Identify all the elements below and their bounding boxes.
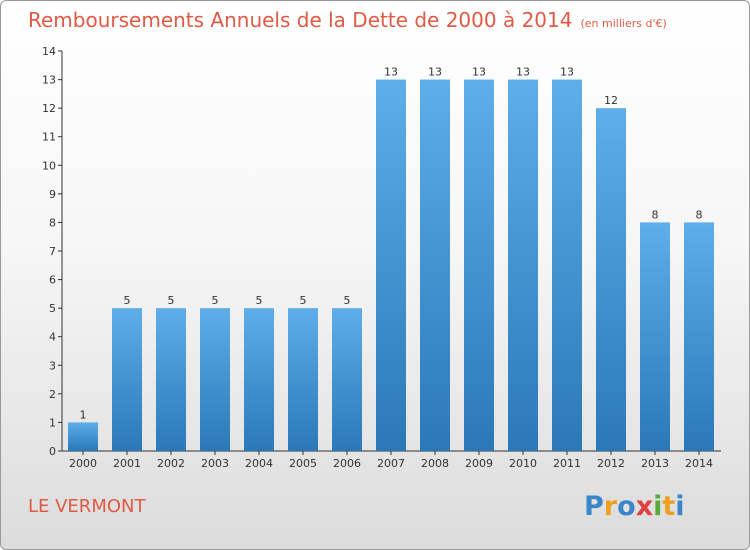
bar-2000 <box>68 422 98 451</box>
x-tick-label: 2006 <box>333 457 361 470</box>
data-label-2010: 13 <box>516 66 530 79</box>
bars <box>68 79 714 452</box>
bar-2009 <box>464 79 494 452</box>
bar-2012 <box>596 108 626 452</box>
bar-2005 <box>288 308 318 451</box>
bar-2014 <box>684 222 714 451</box>
data-label-2005: 5 <box>300 294 307 307</box>
bar-2008 <box>420 79 450 452</box>
x-tick-label: 2004 <box>245 457 273 470</box>
logo-letter: r <box>603 491 618 522</box>
bar-2004 <box>244 308 274 451</box>
data-label-2000: 1 <box>80 408 87 421</box>
data-label-2002: 5 <box>168 294 175 307</box>
data-label-2013: 8 <box>652 208 659 221</box>
data-label-2009: 13 <box>472 66 486 79</box>
x-tick-label: 2000 <box>69 457 97 470</box>
x-tick-label: 2013 <box>641 457 669 470</box>
x-tick-label: 2003 <box>201 457 229 470</box>
x-tick-label: 2001 <box>113 457 141 470</box>
data-label-2006: 5 <box>344 294 351 307</box>
x-tick-label: 2014 <box>685 457 713 470</box>
data-label-2007: 13 <box>384 66 398 79</box>
y-tick-label: 12 <box>42 102 56 115</box>
data-label-2003: 5 <box>212 294 219 307</box>
logo-letter: i <box>675 491 685 522</box>
x-tick-label: 2009 <box>465 457 493 470</box>
x-tick-label: 2011 <box>553 457 581 470</box>
data-labels: 1 5 5 5 5 5 5 13 13 13 13 13 12 8 8 <box>80 66 703 422</box>
logo-letter: i <box>653 491 663 522</box>
bar-2010 <box>508 79 538 452</box>
bar-2013 <box>640 222 670 451</box>
chart-title: Remboursements Annuels de la Dette de 20… <box>28 8 667 32</box>
y-tick-label: 5 <box>49 302 56 315</box>
data-label-2001: 5 <box>124 294 131 307</box>
data-label-2014: 8 <box>696 208 703 221</box>
y-tick-label: 8 <box>49 216 56 229</box>
bar-2007 <box>376 79 406 452</box>
y-tick-label: 1 <box>49 416 56 429</box>
chart-title-text: Remboursements Annuels de la Dette de 20… <box>28 8 573 32</box>
data-label-2011: 13 <box>560 66 574 79</box>
bar-2006 <box>332 308 362 451</box>
data-label-2008: 13 <box>428 66 442 79</box>
data-label-2004: 5 <box>256 294 263 307</box>
place-name: LE VERMONT <box>28 496 146 517</box>
proxiti-logo: Proxiti <box>584 491 685 522</box>
y-tick-label: 11 <box>42 131 56 144</box>
x-tick-label: 2008 <box>421 457 449 470</box>
x-tick-label: 2002 <box>157 457 185 470</box>
y-tick-label: 7 <box>49 245 56 258</box>
logo-letter: o <box>617 491 636 522</box>
data-label-2012: 12 <box>604 94 618 107</box>
y-tick-label: 9 <box>49 188 56 201</box>
bar-2011 <box>552 79 582 452</box>
y-tick-label: 14 <box>42 45 56 58</box>
y-tick-label: 3 <box>49 359 56 372</box>
x-tick-label: 2012 <box>597 457 625 470</box>
x-tick-label: 2010 <box>509 457 537 470</box>
bar-2003 <box>200 308 230 451</box>
chart-unit: (en milliers d'€) <box>580 17 667 30</box>
y-tick-label: 10 <box>42 159 56 172</box>
y-tick-label: 0 <box>49 445 56 458</box>
y-tick-label: 6 <box>49 274 56 287</box>
x-tick-label: 2005 <box>289 457 317 470</box>
bar-2001 <box>112 308 142 451</box>
y-tick-label: 4 <box>49 331 56 344</box>
logo-letter: x <box>635 491 654 522</box>
x-tick-label: 2007 <box>377 457 405 470</box>
y-tick-label: 2 <box>49 388 56 401</box>
bar-2002 <box>156 308 186 451</box>
logo-letter: t <box>662 491 676 522</box>
logo-letter: P <box>584 491 604 522</box>
y-tick-label: 13 <box>42 74 56 87</box>
